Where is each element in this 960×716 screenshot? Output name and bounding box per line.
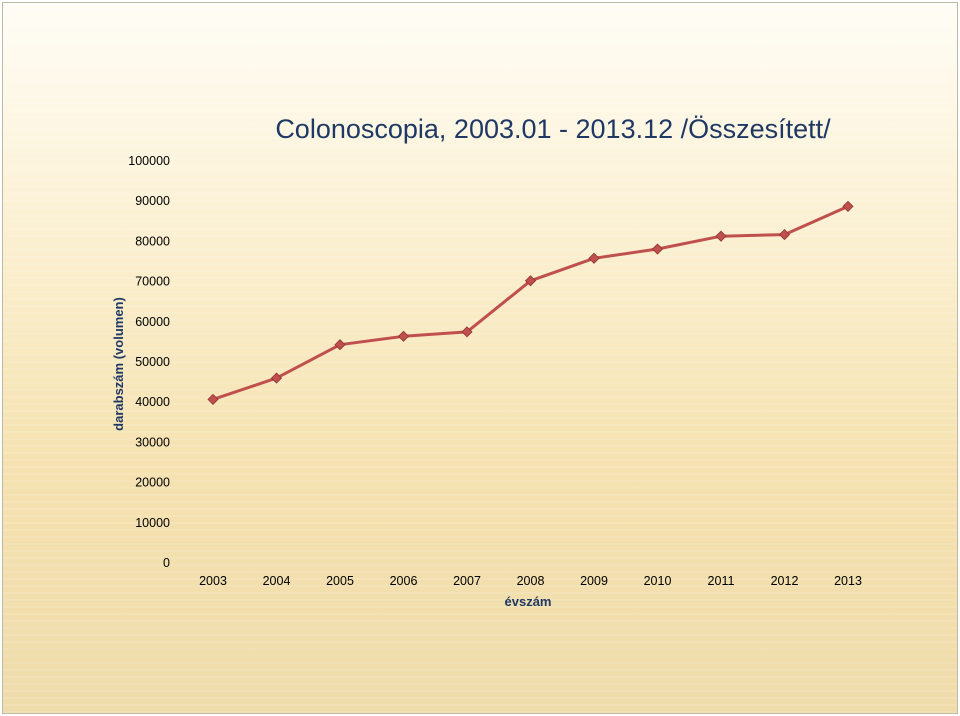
x-tick-label: 2004	[263, 574, 291, 588]
x-tick-label: 2012	[771, 574, 799, 588]
data-point	[461, 326, 473, 338]
data-point	[334, 339, 346, 351]
data-point	[588, 252, 600, 264]
y-tick-label: 80000	[135, 234, 170, 248]
x-tick-label: 2003	[199, 574, 227, 588]
x-tick-label: 2010	[644, 574, 672, 588]
data-point	[651, 243, 664, 255]
x-tick-label: 2006	[390, 574, 418, 588]
x-tick-label: 2009	[580, 574, 608, 588]
series-layer	[207, 200, 854, 405]
chart-title: Colonoscopia, 2003.01 - 2013.12 /Összesí…	[275, 114, 831, 144]
y-tick-label: 90000	[135, 194, 170, 208]
y-axis-label: darabszám (volumen)	[111, 297, 126, 431]
data-point	[207, 393, 219, 405]
y-tick-label: 40000	[135, 395, 170, 409]
line-chart: Colonoscopia, 2003.01 - 2013.12 /Összesí…	[111, 114, 862, 609]
x-tick-label: 2008	[517, 574, 545, 588]
series-line	[212, 205, 849, 401]
data-point	[524, 275, 537, 287]
x-tick-label: 2005	[326, 574, 354, 588]
data-point	[778, 229, 791, 241]
x-axis-label: évszám	[505, 594, 552, 609]
y-tick-label: 60000	[135, 315, 170, 329]
x-tick-label: 2013	[834, 574, 862, 588]
y-tick-label: 10000	[135, 516, 170, 530]
y-tick-label: 50000	[135, 355, 170, 369]
data-point	[397, 330, 410, 342]
y-tick-label: 100000	[128, 154, 170, 168]
x-axis-ticks: 2003 2004 2005 2006 2007 2008 2009 2010 2011 2012…	[199, 574, 862, 588]
y-tick-label: 20000	[135, 476, 170, 490]
x-tick-label: 2011	[708, 574, 735, 588]
data-point	[715, 230, 727, 242]
y-axis-ticks: 0 10000 20000 30000 40000 50000 60000 70000 8000…	[128, 154, 170, 570]
x-tick-label: 2007	[453, 574, 481, 588]
data-point	[842, 200, 854, 212]
data-point	[270, 372, 283, 384]
y-tick-label: 30000	[135, 435, 170, 449]
y-tick-label: 0	[163, 556, 170, 570]
y-tick-label: 70000	[135, 275, 170, 289]
